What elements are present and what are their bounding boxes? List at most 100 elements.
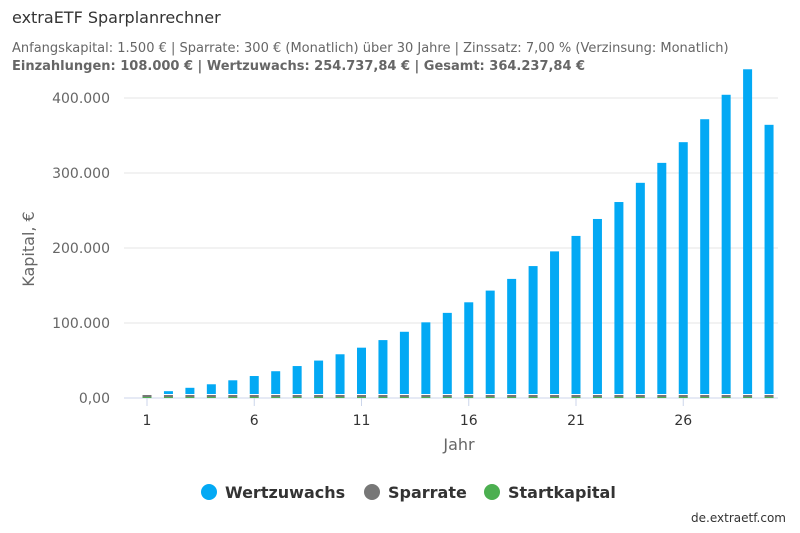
bar-startkapital-13[interactable] [399, 397, 409, 398]
x-axis-ticks: 1 6 11 16 21 26 [143, 398, 692, 429]
x-tick-label: 26 [674, 413, 692, 429]
bar-startkapital-3[interactable] [185, 397, 195, 398]
bar-sparrate-18[interactable] [507, 395, 517, 397]
bar-wertzuwachs-18[interactable] [507, 278, 517, 394]
bar-startkapital-30[interactable] [764, 397, 774, 398]
bar-wertzuwachs-29[interactable] [743, 69, 753, 395]
bar-sparrate-7[interactable] [271, 395, 281, 397]
bar-sparrate-22[interactable] [592, 395, 602, 397]
bar-wertzuwachs-8[interactable] [292, 366, 302, 394]
bar-wertzuwachs-2[interactable] [163, 391, 173, 394]
bar-startkapital-5[interactable] [228, 397, 238, 398]
bar-sparrate-3[interactable] [185, 395, 195, 397]
bar-startkapital-8[interactable] [292, 397, 302, 398]
bar-wertzuwachs-12[interactable] [378, 340, 388, 394]
bar-startkapital-6[interactable] [249, 397, 259, 398]
bar-startkapital-7[interactable] [271, 397, 281, 398]
bar-wertzuwachs-5[interactable] [228, 380, 238, 394]
bar-wertzuwachs-11[interactable] [357, 347, 366, 394]
bars [142, 69, 774, 398]
bar-startkapital-12[interactable] [378, 397, 388, 398]
bar-wertzuwachs-27[interactable] [700, 119, 710, 394]
bar-wertzuwachs-25[interactable] [657, 162, 667, 394]
bar-sparrate-28[interactable] [721, 395, 731, 397]
bar-sparrate-26[interactable] [678, 395, 688, 397]
bar-startkapital-17[interactable] [485, 397, 495, 398]
bar-startkapital-22[interactable] [592, 397, 602, 398]
bar-startkapital-26[interactable] [678, 397, 688, 398]
bar-sparrate-9[interactable] [314, 395, 324, 397]
bar-wertzuwachs-30[interactable] [764, 124, 774, 394]
bar-startkapital-11[interactable] [357, 397, 366, 398]
legend: Wertzuwachs Sparrate Startkapital [201, 483, 616, 502]
bar-startkapital-16[interactable] [464, 397, 474, 398]
bar-wertzuwachs-16[interactable] [464, 302, 474, 394]
bar-wertzuwachs-24[interactable] [635, 182, 645, 394]
bar-sparrate-15[interactable] [442, 395, 452, 397]
bar-sparrate-13[interactable] [399, 395, 409, 397]
legend-item-wertzuwachs[interactable]: Wertzuwachs [201, 483, 345, 502]
bar-wertzuwachs-19[interactable] [528, 266, 538, 394]
bar-sparrate-23[interactable] [614, 395, 624, 397]
bar-sparrate-4[interactable] [206, 395, 216, 397]
bar-sparrate-2[interactable] [163, 395, 173, 397]
bar-wertzuwachs-22[interactable] [592, 218, 602, 394]
bar-startkapital-9[interactable] [314, 397, 324, 398]
bar-wertzuwachs-15[interactable] [442, 312, 452, 394]
bar-startkapital-18[interactable] [507, 397, 517, 398]
bar-sparrate-14[interactable] [421, 395, 431, 397]
legend-item-sparrate[interactable]: Sparrate [364, 483, 467, 502]
bar-startkapital-14[interactable] [421, 397, 431, 398]
bar-sparrate-17[interactable] [485, 395, 495, 397]
bar-startkapital-23[interactable] [614, 397, 624, 398]
bar-sparrate-25[interactable] [657, 395, 667, 397]
credit-link[interactable]: de.extraetf.com [691, 511, 786, 525]
bar-sparrate-8[interactable] [292, 395, 302, 397]
bar-startkapital-21[interactable] [571, 397, 581, 398]
bar-sparrate-29[interactable] [743, 395, 753, 397]
bar-wertzuwachs-17[interactable] [485, 290, 495, 394]
bar-startkapital-29[interactable] [743, 397, 753, 398]
bar-startkapital-2[interactable] [163, 397, 173, 398]
bar-startkapital-27[interactable] [700, 397, 710, 398]
bar-wertzuwachs-6[interactable] [249, 376, 259, 394]
bar-sparrate-10[interactable] [335, 395, 345, 397]
bar-wertzuwachs-26[interactable] [678, 142, 688, 394]
bar-sparrate-24[interactable] [635, 395, 645, 397]
bar-sparrate-20[interactable] [550, 395, 560, 397]
bar-startkapital-25[interactable] [657, 397, 667, 398]
bar-wertzuwachs-21[interactable] [571, 235, 581, 394]
bar-sparrate-1[interactable] [142, 395, 152, 397]
bar-startkapital-20[interactable] [550, 397, 560, 398]
bar-wertzuwachs-4[interactable] [206, 384, 216, 394]
bar-sparrate-19[interactable] [528, 395, 538, 397]
bar-startkapital-10[interactable] [335, 397, 345, 398]
bar-sparrate-5[interactable] [228, 395, 238, 397]
bar-startkapital-24[interactable] [635, 397, 645, 398]
bar-sparrate-6[interactable] [249, 395, 259, 397]
legend-item-startkapital[interactable]: Startkapital [484, 483, 616, 502]
bar-wertzuwachs-14[interactable] [421, 322, 431, 394]
bar-sparrate-16[interactable] [464, 395, 474, 397]
legend-marker [201, 484, 217, 500]
bar-startkapital-28[interactable] [721, 397, 731, 398]
bar-wertzuwachs-10[interactable] [335, 354, 345, 394]
bar-wertzuwachs-9[interactable] [314, 360, 324, 394]
bar-sparrate-30[interactable] [764, 395, 774, 397]
bar-sparrate-27[interactable] [700, 395, 710, 397]
bar-startkapital-19[interactable] [528, 397, 538, 398]
bar-wertzuwachs-20[interactable] [550, 251, 560, 394]
bar-wertzuwachs-23[interactable] [614, 202, 624, 394]
legend-marker [484, 484, 500, 500]
bar-sparrate-11[interactable] [357, 395, 366, 397]
bar-sparrate-21[interactable] [571, 395, 581, 397]
bar-sparrate-12[interactable] [378, 395, 388, 397]
bar-startkapital-1[interactable] [142, 397, 152, 398]
legend-label: Sparrate [388, 483, 467, 502]
bar-wertzuwachs-28[interactable] [721, 94, 731, 395]
bar-wertzuwachs-3[interactable] [185, 387, 195, 394]
bar-wertzuwachs-13[interactable] [399, 331, 409, 394]
bar-startkapital-15[interactable] [442, 397, 452, 398]
bar-wertzuwachs-7[interactable] [271, 371, 281, 394]
bar-startkapital-4[interactable] [206, 397, 216, 398]
